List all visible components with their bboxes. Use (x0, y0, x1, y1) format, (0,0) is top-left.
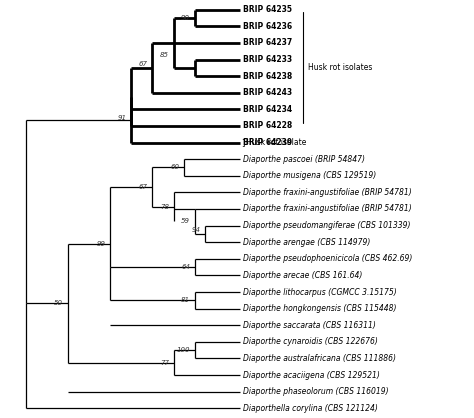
Text: Diaporthe hongkongensis (CBS 115448): Diaporthe hongkongensis (CBS 115448) (243, 304, 397, 313)
Text: Diaporthe phaseolorum (CBS 116019): Diaporthe phaseolorum (CBS 116019) (243, 387, 389, 396)
Text: Husk rot isolate: Husk rot isolate (246, 138, 306, 147)
Text: 81: 81 (181, 297, 190, 303)
Text: 100: 100 (177, 347, 190, 353)
Text: 60: 60 (171, 164, 180, 171)
Text: Diaporthe lithocarpus (CGMCC 3.15175): Diaporthe lithocarpus (CGMCC 3.15175) (243, 288, 397, 296)
Text: Diaporthe saccarata (CBS 116311): Diaporthe saccarata (CBS 116311) (243, 321, 376, 330)
Text: Diaporthe musigena (CBS 129519): Diaporthe musigena (CBS 129519) (243, 171, 376, 180)
Text: Diaporthe fraxini-angustifoliae (BRIP 54781): Diaporthe fraxini-angustifoliae (BRIP 54… (243, 188, 412, 197)
Text: 94: 94 (192, 227, 201, 233)
Text: Husk rot isolates: Husk rot isolates (308, 63, 373, 72)
Text: 67: 67 (139, 184, 148, 190)
Text: 77: 77 (160, 359, 169, 366)
Text: Diaporthe acaciigena (CBS 129521): Diaporthe acaciigena (CBS 129521) (243, 371, 380, 380)
Text: BRIP 64238: BRIP 64238 (243, 71, 292, 81)
Text: 85: 85 (160, 52, 169, 59)
Text: Diaporthe arengae (CBS 114979): Diaporthe arengae (CBS 114979) (243, 238, 370, 247)
Text: BRIP 64228: BRIP 64228 (243, 122, 292, 130)
Text: 64: 64 (181, 264, 190, 270)
Text: BRIP 64237: BRIP 64237 (243, 38, 292, 47)
Text: BRIP 64239: BRIP 64239 (243, 138, 292, 147)
Text: Diaporthella corylina (CBS 121124): Diaporthella corylina (CBS 121124) (243, 404, 378, 413)
Text: 59: 59 (181, 219, 190, 224)
Text: 99: 99 (97, 241, 106, 247)
Text: BRIP 64236: BRIP 64236 (243, 22, 292, 31)
Text: 90: 90 (181, 15, 190, 21)
Text: 91: 91 (118, 115, 127, 121)
Text: BRIP 64233: BRIP 64233 (243, 55, 292, 64)
Text: BRIP 64234: BRIP 64234 (243, 105, 292, 114)
Text: 67: 67 (139, 61, 148, 67)
Text: Diaporthe pascoei (BRIP 54847): Diaporthe pascoei (BRIP 54847) (243, 155, 365, 164)
Text: Diaporthe australafricana (CBS 111886): Diaporthe australafricana (CBS 111886) (243, 354, 396, 363)
Text: Diaporthe fraxini-angustifoliae (BRIP 54781): Diaporthe fraxini-angustifoliae (BRIP 54… (243, 204, 414, 214)
Text: ]: ] (242, 138, 245, 147)
Text: Diaporthe pseudophoenicicola (CBS 462.69): Diaporthe pseudophoenicicola (CBS 462.69… (243, 254, 412, 263)
Text: 50: 50 (55, 300, 64, 306)
Text: BRIP 64235: BRIP 64235 (243, 5, 292, 14)
Text: Diaporthe cynaroidis (CBS 122676): Diaporthe cynaroidis (CBS 122676) (243, 337, 378, 347)
Text: 78: 78 (160, 204, 169, 210)
Text: BRIP 64243: BRIP 64243 (243, 88, 292, 97)
Text: Diaporthe arecae (CBS 161.64): Diaporthe arecae (CBS 161.64) (243, 271, 363, 280)
Text: Diaporthe pseudomangiferae (CBS 101339): Diaporthe pseudomangiferae (CBS 101339) (243, 221, 410, 230)
